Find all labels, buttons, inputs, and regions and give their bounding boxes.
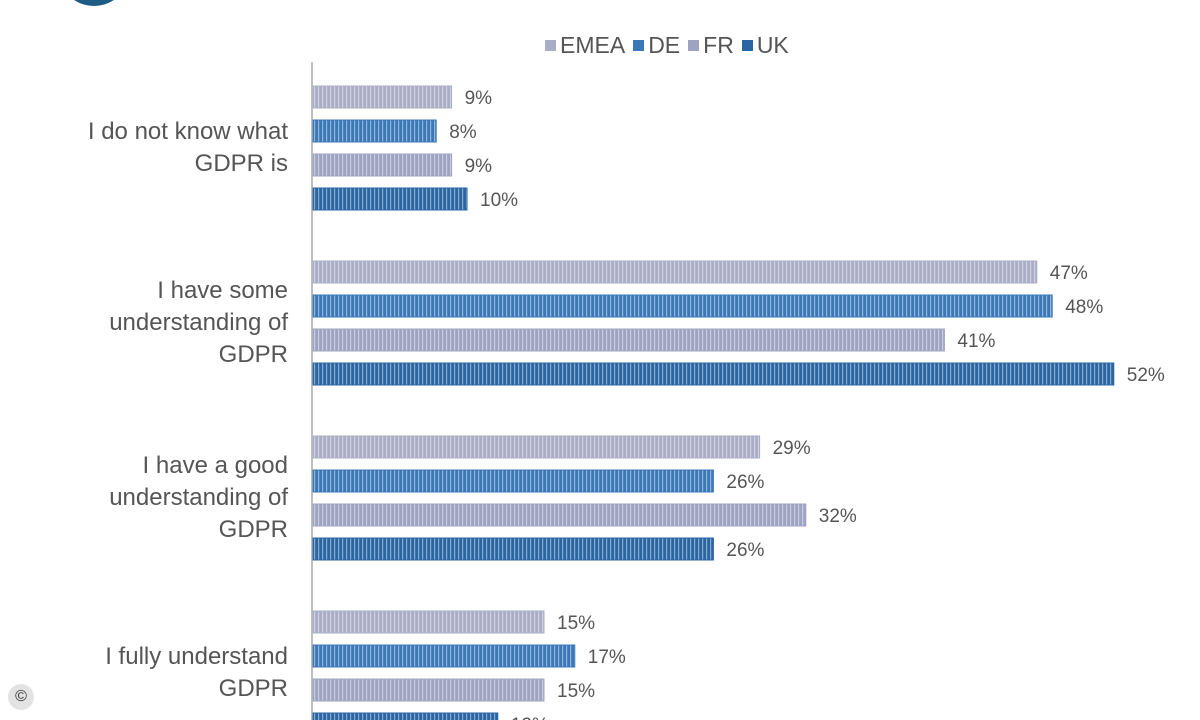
bar-de-3 (312, 469, 714, 493)
category-label: I do not know what GDPR is (87, 118, 288, 177)
category-label: I fully understand GDPR (105, 643, 288, 702)
legend-swatch (741, 39, 753, 51)
legend-label: FR (703, 31, 734, 58)
legend-swatch (633, 39, 645, 51)
data-label: 47% (1050, 263, 1088, 284)
legend-label: DE (648, 31, 681, 58)
bar-uk-2 (312, 362, 1115, 386)
data-label: 15% (557, 613, 595, 634)
legend-item-de: DE (633, 32, 680, 59)
copyright-icon: © (8, 684, 34, 710)
bar-emea-1 (312, 85, 453, 109)
data-label: 17% (588, 647, 626, 668)
data-label: 9% (465, 156, 493, 177)
bar-emea-3 (312, 435, 761, 459)
data-label: 15% (557, 681, 595, 702)
logo-arc (58, 0, 130, 6)
category-label: I have some understanding of GDPR (109, 277, 288, 368)
data-label: 29% (773, 438, 811, 459)
legend-swatch (688, 39, 700, 51)
category-label: I have a good understanding of GDPR (109, 452, 288, 543)
data-label: 8% (449, 122, 477, 143)
bar-uk-3 (312, 537, 714, 561)
bar-de-1 (312, 119, 437, 143)
data-label: 26% (726, 472, 764, 493)
bar-de-2 (312, 294, 1053, 318)
data-label: 52% (1127, 365, 1165, 386)
bar-fr-4 (312, 678, 545, 702)
bar-emea-4 (312, 610, 545, 634)
bar-emea-2 (312, 260, 1038, 284)
legend-swatch (545, 39, 556, 51)
legend-label: UK (756, 31, 789, 58)
bar-fr-3 (312, 503, 807, 527)
legend: EMEA DE FR UK (545, 30, 789, 60)
data-label: 41% (957, 331, 995, 352)
data-label: 26% (726, 540, 764, 561)
data-label: 12% (511, 715, 549, 720)
legend-item-uk: UK (741, 31, 789, 59)
data-label: 32% (819, 506, 857, 527)
bar-fr-2 (312, 328, 945, 352)
bar-uk-1 (312, 187, 468, 211)
legend-item-emea: EMEA (545, 32, 625, 59)
bar-de-4 (312, 644, 576, 668)
bar-uk-4 (312, 712, 499, 720)
data-label: 10% (480, 190, 518, 211)
data-label: 48% (1065, 297, 1103, 318)
bar-fr-1 (312, 153, 453, 177)
legend-item-fr: FR (688, 32, 734, 59)
data-label: 9% (465, 88, 493, 109)
legend-label: EMEA (560, 31, 626, 58)
